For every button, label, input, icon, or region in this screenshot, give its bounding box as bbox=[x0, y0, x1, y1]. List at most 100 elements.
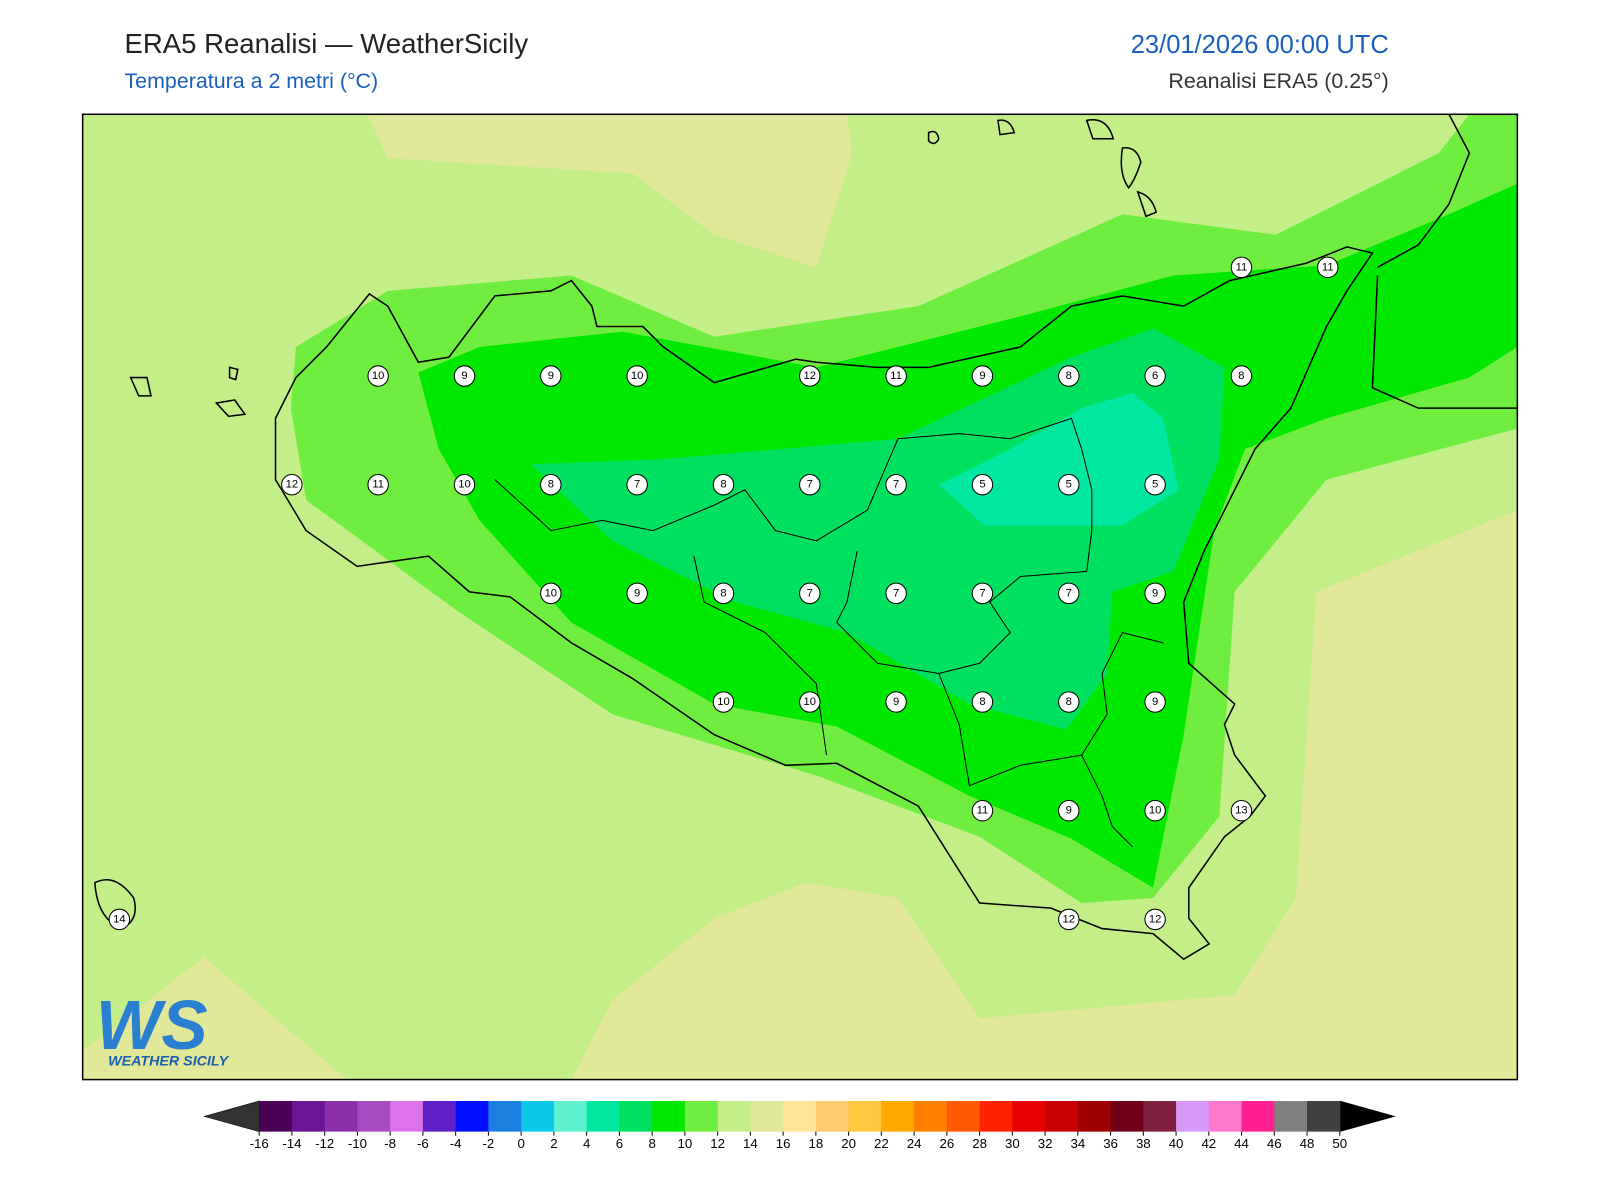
colorbar-segment bbox=[619, 1101, 653, 1132]
contour-fill bbox=[571, 510, 1518, 1080]
station: 8 bbox=[540, 473, 562, 496]
colorbar-segment bbox=[652, 1101, 686, 1132]
colorbar-tick-label: 4 bbox=[583, 1136, 590, 1151]
station-marker bbox=[626, 582, 648, 605]
contour-fill bbox=[82, 957, 347, 1080]
station-value: 11 bbox=[1236, 261, 1248, 273]
station-marker bbox=[1144, 691, 1166, 713]
station: 9 bbox=[1058, 800, 1080, 822]
station-marker bbox=[885, 691, 907, 713]
colorbar-segment bbox=[1208, 1101, 1243, 1132]
colorbar-segment bbox=[553, 1101, 588, 1132]
station: 12 bbox=[799, 365, 821, 387]
colorbar-tick-label: 48 bbox=[1300, 1136, 1315, 1151]
station-value: 9 bbox=[1152, 587, 1158, 599]
station-value: 7 bbox=[807, 587, 813, 599]
colorbar-tick-label: 40 bbox=[1169, 1136, 1184, 1151]
colorbar-segment bbox=[521, 1101, 555, 1132]
colorbar-tick-label: 12 bbox=[710, 1136, 725, 1151]
colorbar-tick-label: -14 bbox=[282, 1136, 301, 1151]
colorbar-segment bbox=[1110, 1101, 1144, 1132]
station-marker bbox=[1144, 908, 1166, 931]
station-marker bbox=[1230, 365, 1253, 387]
station-marker bbox=[799, 582, 821, 605]
map-area: 11 11 10 9 9 10 12 11 9 8 6 8 12 11 10 8 7 8 7 7 5 5 5 10 9 8 7 7 7 7… bbox=[82, 114, 1518, 1080]
station-marker bbox=[712, 473, 735, 496]
colorbar-segment bbox=[750, 1101, 784, 1132]
station-value: 11 bbox=[1322, 261, 1334, 273]
colorbar-tick-label: 34 bbox=[1070, 1136, 1085, 1151]
coastlines bbox=[94, 114, 1518, 961]
station-value: 11 bbox=[890, 370, 902, 382]
station-value: 8 bbox=[720, 479, 726, 491]
colorbar-segment bbox=[357, 1101, 391, 1132]
colorbar-segment bbox=[979, 1101, 1013, 1132]
station-marker bbox=[971, 365, 994, 387]
colorbar-segment bbox=[881, 1101, 915, 1132]
station-value: 10 bbox=[545, 587, 557, 599]
logo-mark: WS bbox=[96, 986, 208, 1064]
contour-fill bbox=[938, 392, 1179, 526]
colorbar-tick-label: 20 bbox=[841, 1136, 856, 1151]
colorbar-segment bbox=[259, 1101, 293, 1132]
colorbar-tick-label: 16 bbox=[776, 1136, 791, 1151]
station-value: 9 bbox=[893, 696, 899, 708]
station-value: 11 bbox=[977, 805, 989, 817]
station-value: 9 bbox=[979, 370, 985, 382]
station-value: 7 bbox=[807, 479, 813, 491]
colorbar-tick-label: 46 bbox=[1267, 1136, 1282, 1151]
colorbar-segment bbox=[1077, 1101, 1112, 1132]
station: 12 bbox=[1144, 908, 1166, 931]
station-value: 9 bbox=[1066, 805, 1072, 817]
station-marker bbox=[540, 365, 562, 387]
colorbar-tick-label: 24 bbox=[907, 1136, 922, 1151]
station: 10 bbox=[626, 365, 648, 387]
station-value: 11 bbox=[372, 479, 384, 491]
station-value: 7 bbox=[893, 587, 899, 599]
colorbar-segment bbox=[1012, 1101, 1046, 1132]
station: 10 bbox=[1144, 800, 1166, 822]
station: 11 bbox=[1230, 256, 1253, 279]
colorbar-tick-label: 22 bbox=[874, 1136, 889, 1151]
station-marker bbox=[799, 473, 821, 496]
colorbar-segment bbox=[848, 1101, 882, 1132]
station: 5 bbox=[1144, 473, 1166, 496]
station-marker bbox=[453, 365, 476, 387]
station-marker bbox=[1230, 256, 1253, 279]
colorbar-tick-label: 30 bbox=[1005, 1136, 1020, 1151]
contour-fill bbox=[367, 114, 853, 268]
station-value: 7 bbox=[893, 479, 899, 491]
station-marker bbox=[626, 365, 648, 387]
station-value: 9 bbox=[548, 370, 554, 382]
station-marker bbox=[108, 908, 131, 931]
station-value: 9 bbox=[461, 370, 467, 382]
colorbar-tick-label: 50 bbox=[1332, 1136, 1347, 1151]
colorbar-segment bbox=[946, 1101, 981, 1132]
station-value: 7 bbox=[634, 479, 640, 491]
station: 11 bbox=[885, 365, 907, 387]
colorbar-segment bbox=[1143, 1101, 1177, 1132]
station: 11 bbox=[367, 473, 389, 496]
station-marker bbox=[1144, 365, 1166, 387]
station-marker bbox=[885, 365, 907, 387]
station: 10 bbox=[540, 582, 562, 605]
colorbar-tick-label: -10 bbox=[348, 1136, 367, 1151]
colorbar-segment bbox=[1307, 1101, 1341, 1132]
colorbar-segment bbox=[815, 1101, 850, 1132]
station-marker bbox=[281, 473, 303, 496]
station-marker bbox=[540, 473, 562, 496]
station-value: 12 bbox=[1149, 913, 1161, 925]
station-marker bbox=[799, 365, 821, 387]
logo-text: WEATHER SICILY bbox=[108, 1053, 229, 1069]
station-marker bbox=[453, 473, 476, 496]
station: 9 bbox=[1144, 582, 1166, 605]
station-value: 7 bbox=[979, 587, 985, 599]
station: 9 bbox=[626, 582, 648, 605]
colorbar-segment bbox=[1176, 1101, 1210, 1132]
colorbar-tick-label: 36 bbox=[1103, 1136, 1118, 1151]
station-marker bbox=[799, 691, 821, 713]
station: 9 bbox=[453, 365, 476, 387]
title: ERA5 Reanalisi — WeatherSicily bbox=[124, 28, 528, 59]
station-value: 9 bbox=[1152, 696, 1158, 708]
station: 14 bbox=[108, 908, 131, 931]
